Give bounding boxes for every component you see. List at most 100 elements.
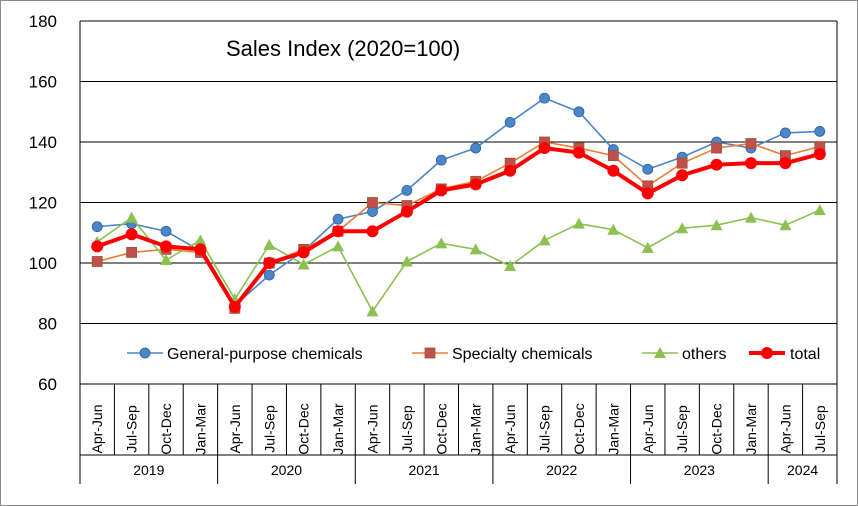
legend-label: others <box>682 346 726 363</box>
data-point <box>504 116 516 128</box>
data-point <box>160 225 172 237</box>
data-point <box>228 300 241 313</box>
data-point <box>504 164 517 177</box>
data-point <box>435 184 448 197</box>
data-point <box>470 142 482 154</box>
x-tick-label: Jul-Sep <box>812 405 828 453</box>
x-tick-label: Apr-Jun <box>502 404 518 453</box>
x-tick-label: Jul-Sep <box>399 405 415 453</box>
data-point <box>469 178 482 191</box>
data-point <box>366 225 379 238</box>
legend-marker <box>139 347 151 359</box>
data-point <box>744 211 757 223</box>
x-tick-label: Jul-Sep <box>124 405 140 453</box>
legend-label: total <box>790 346 820 363</box>
x-tick-label: Oct-Dec <box>709 403 725 454</box>
y-tick-label: 60 <box>38 375 57 394</box>
data-point <box>469 243 482 255</box>
x-tick-label: Oct-Dec <box>158 403 174 454</box>
series-line <box>97 97 820 307</box>
data-point <box>676 169 689 182</box>
legend-marker <box>424 347 436 359</box>
y-tick-label: 180 <box>29 12 57 31</box>
data-point <box>538 142 551 155</box>
x-tick-label: Apr-Jun <box>640 404 656 453</box>
chart-title: Sales Index (2020=100) <box>226 36 460 61</box>
data-point <box>400 205 413 218</box>
data-point <box>297 246 310 259</box>
data-point <box>160 240 173 253</box>
x-tick-label: Jan-Mar <box>743 403 759 455</box>
data-point <box>607 223 620 235</box>
y-tick-label: 80 <box>38 315 57 334</box>
data-point <box>676 157 688 169</box>
data-point <box>332 213 344 225</box>
data-point <box>779 157 792 170</box>
year-label: 2020 <box>271 462 302 478</box>
x-tick-label: Jul-Sep <box>261 405 277 453</box>
data-point <box>400 255 413 267</box>
data-point <box>332 225 345 238</box>
y-tick-label: 100 <box>29 254 57 273</box>
data-point <box>91 240 104 253</box>
data-point <box>263 269 275 281</box>
year-label: 2019 <box>133 462 164 478</box>
data-point <box>779 219 792 231</box>
year-label: 2021 <box>409 462 440 478</box>
data-point <box>607 164 620 177</box>
data-point <box>711 142 722 154</box>
x-tick-label: Oct-Dec <box>571 403 587 454</box>
data-point <box>366 305 379 317</box>
data-point <box>263 257 276 269</box>
x-tick-label: Apr-Jun <box>227 404 243 453</box>
data-point <box>367 197 378 208</box>
data-point <box>194 243 207 256</box>
x-tick-label: Apr-Jun <box>89 404 105 453</box>
data-point <box>814 126 826 137</box>
data-point <box>367 206 378 217</box>
data-point <box>642 163 654 175</box>
x-tick-label: Jan-Mar <box>330 403 346 455</box>
year-label: 2024 <box>787 462 818 478</box>
legend-label: Specialty chemicals <box>452 346 593 363</box>
data-point <box>607 150 619 162</box>
data-point <box>126 247 138 258</box>
data-point <box>91 221 103 233</box>
x-tick-label: Oct-Dec <box>433 403 449 454</box>
data-point <box>779 127 791 139</box>
data-point <box>539 92 550 104</box>
data-point <box>641 187 654 200</box>
x-tick-label: Jan-Mar <box>192 403 208 455</box>
x-tick-label: Jul-Sep <box>674 405 690 453</box>
data-point <box>710 158 723 171</box>
data-point <box>125 228 138 241</box>
data-point <box>573 106 585 118</box>
data-point <box>160 253 173 265</box>
y-tick-label: 140 <box>29 133 57 152</box>
data-point <box>125 211 138 223</box>
year-label: 2023 <box>684 462 715 478</box>
x-tick-label: Jan-Mar <box>605 403 621 455</box>
data-point <box>745 138 757 149</box>
series-line <box>96 209 821 313</box>
data-point <box>710 219 723 231</box>
x-tick-label: Apr-Jun <box>777 404 793 453</box>
data-point <box>194 234 207 246</box>
data-point <box>435 154 447 166</box>
data-point <box>401 184 413 196</box>
data-point <box>744 157 757 170</box>
data-point <box>813 148 826 161</box>
data-point <box>813 204 826 216</box>
x-tick-label: Oct-Dec <box>296 403 312 454</box>
x-tick-label: Jan-Mar <box>468 403 484 455</box>
y-tick-label: 160 <box>29 73 57 92</box>
data-point <box>91 256 103 267</box>
data-point <box>572 146 585 159</box>
data-point <box>297 258 310 270</box>
legend-marker <box>761 347 773 359</box>
data-point <box>332 240 345 252</box>
data-point <box>572 217 585 229</box>
data-point <box>435 237 448 249</box>
